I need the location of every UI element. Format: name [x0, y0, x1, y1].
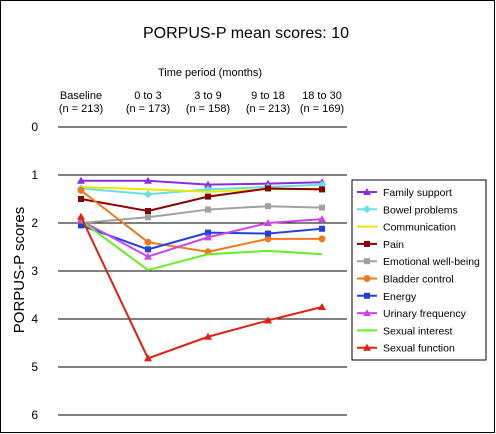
- series-line: [81, 179, 323, 186]
- data-point: [78, 196, 84, 202]
- y-tick-label: 5: [31, 360, 38, 374]
- data-point: [144, 252, 152, 260]
- data-point: [204, 332, 212, 340]
- series-bladder-control: [77, 186, 326, 256]
- x-tick-label: 9 to 18: [251, 90, 285, 102]
- data-point: [145, 246, 151, 253]
- legend-marker: [364, 292, 370, 299]
- legend-label: Pain: [383, 239, 404, 251]
- data-point: [319, 204, 325, 211]
- x-tick-label: 3 to 9: [194, 90, 222, 102]
- legend-item: Sexual function: [357, 343, 455, 355]
- series-line: [80, 224, 323, 251]
- series-line: [80, 205, 323, 224]
- legend-item: Bladder control: [357, 274, 454, 286]
- chart-title: PORPUS-P mean scores: 10: [143, 25, 349, 42]
- x-axis-label: Time period (months): [158, 67, 262, 79]
- legend-item: Family support: [357, 187, 452, 199]
- legend-marker: [363, 188, 371, 195]
- legend-label: Family support: [383, 187, 452, 199]
- x-tick-count: (n = 158): [186, 103, 230, 115]
- legend-item: Pain: [357, 239, 404, 251]
- y-axis-label: PORPUS-P scores: [11, 207, 28, 333]
- x-tick-label: 0 to 3: [134, 90, 162, 102]
- y-tick-label: 3: [31, 264, 38, 278]
- x-tick-count: (n = 213): [59, 103, 103, 115]
- legend-label: Sexual interest: [383, 325, 453, 337]
- data-point: [145, 208, 151, 214]
- y-tick-label: 2: [31, 216, 38, 230]
- data-point: [318, 303, 326, 310]
- legend-label: Bladder control: [383, 274, 454, 286]
- data-point: [205, 229, 211, 236]
- data-point: [204, 180, 212, 188]
- x-tick-label: Baseline: [60, 90, 102, 102]
- data-point: [264, 235, 272, 243]
- data-point: [265, 185, 271, 192]
- data-point: [265, 230, 271, 237]
- data-point: [144, 354, 152, 362]
- data-point: [318, 215, 326, 223]
- data-point: [264, 316, 272, 324]
- series-pain: [78, 185, 325, 214]
- series-urinary-frequency: [77, 215, 326, 260]
- series-energy: [78, 222, 325, 253]
- series-line: [80, 219, 323, 272]
- legend-marker: [363, 275, 371, 282]
- legend-item: Sexual interest: [357, 325, 453, 337]
- legend-item: Communication: [357, 222, 456, 234]
- data-point: [77, 176, 85, 184]
- legend-marker: [364, 258, 370, 265]
- y-tick-label: 1: [31, 168, 38, 182]
- x-tick-count: (n = 213): [246, 103, 290, 115]
- legend-marker: [363, 309, 371, 317]
- legend-label: Urinary frequency: [383, 308, 467, 320]
- legend-label: Sexual function: [383, 343, 455, 355]
- legend-item: Bowel problems: [357, 204, 458, 216]
- legend-label: Communication: [383, 222, 456, 234]
- data-point: [144, 238, 152, 246]
- data-point: [318, 235, 326, 243]
- data-point: [204, 233, 212, 241]
- legend-marker: [363, 205, 371, 214]
- legend-label: Bowel problems: [383, 204, 458, 216]
- y-tick-label: 6: [31, 408, 38, 422]
- data-point: [205, 193, 211, 200]
- legend-label: Energy: [383, 291, 417, 303]
- data-point: [205, 206, 211, 213]
- y-tick-label: 0: [31, 120, 38, 134]
- data-point: [319, 225, 325, 232]
- y-tick-label: 4: [31, 312, 38, 326]
- series-sexual-function: [77, 212, 326, 362]
- x-tick-count: (n = 173): [126, 103, 170, 115]
- legend-item: Urinary frequency: [357, 308, 467, 320]
- data-point: [265, 203, 271, 210]
- legend-item: Energy: [357, 291, 417, 303]
- x-tick-label: 18 to 30: [302, 90, 342, 102]
- data-point: [144, 190, 152, 199]
- legend-marker: [363, 343, 371, 351]
- data-point: [77, 186, 85, 194]
- legend-label: Emotional well-being: [383, 256, 480, 268]
- data-point: [319, 186, 325, 193]
- series-sexual-interest: [80, 219, 323, 272]
- data-point: [264, 219, 272, 226]
- data-point: [145, 214, 151, 221]
- x-tick-count: (n = 169): [300, 103, 344, 115]
- data-point: [78, 222, 84, 229]
- legend-marker: [364, 240, 370, 247]
- legend-item: Emotional well-being: [357, 256, 480, 268]
- data-point: [77, 212, 85, 220]
- data-point: [144, 176, 152, 184]
